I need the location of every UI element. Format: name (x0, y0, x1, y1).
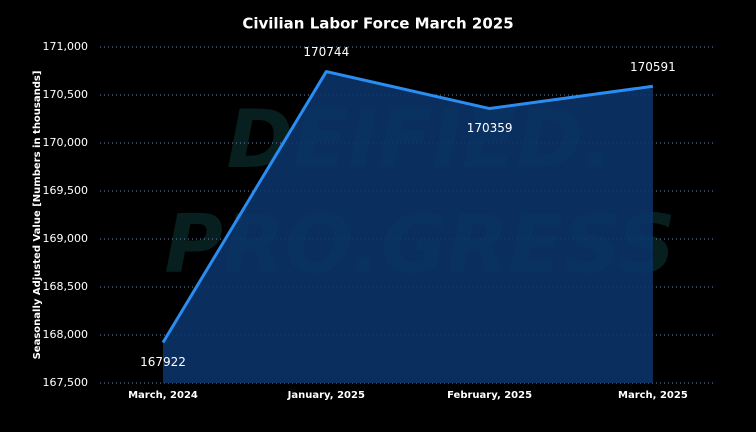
data-label: 167922 (140, 355, 186, 369)
y-tick-label: 168,500 (43, 280, 89, 293)
x-tick-label: February, 2025 (447, 390, 532, 401)
y-tick-label: 171,000 (43, 40, 89, 53)
y-tick-label: 170,000 (43, 136, 89, 149)
area (163, 71, 653, 384)
y-tick-label: 167,500 (43, 376, 89, 389)
x-tick-label: March, 2024 (128, 390, 198, 401)
y-tick-label: 170,500 (43, 88, 89, 101)
data-label: 170591 (630, 60, 676, 74)
y-axis-label: Seasonally Adjusted Value [Numbers in th… (32, 71, 43, 360)
y-tick-label: 169,500 (43, 184, 89, 197)
x-tick-label: March, 2025 (618, 390, 688, 401)
x-tick-label: January, 2025 (287, 390, 365, 401)
y-tick-label: 169,000 (43, 232, 89, 245)
data-label: 170744 (303, 45, 349, 59)
data-label: 170359 (467, 121, 513, 135)
y-tick-label: 168,000 (43, 328, 89, 341)
line (161, 70, 654, 344)
chart-title: Civilian Labor Force March 2025 (242, 15, 513, 33)
